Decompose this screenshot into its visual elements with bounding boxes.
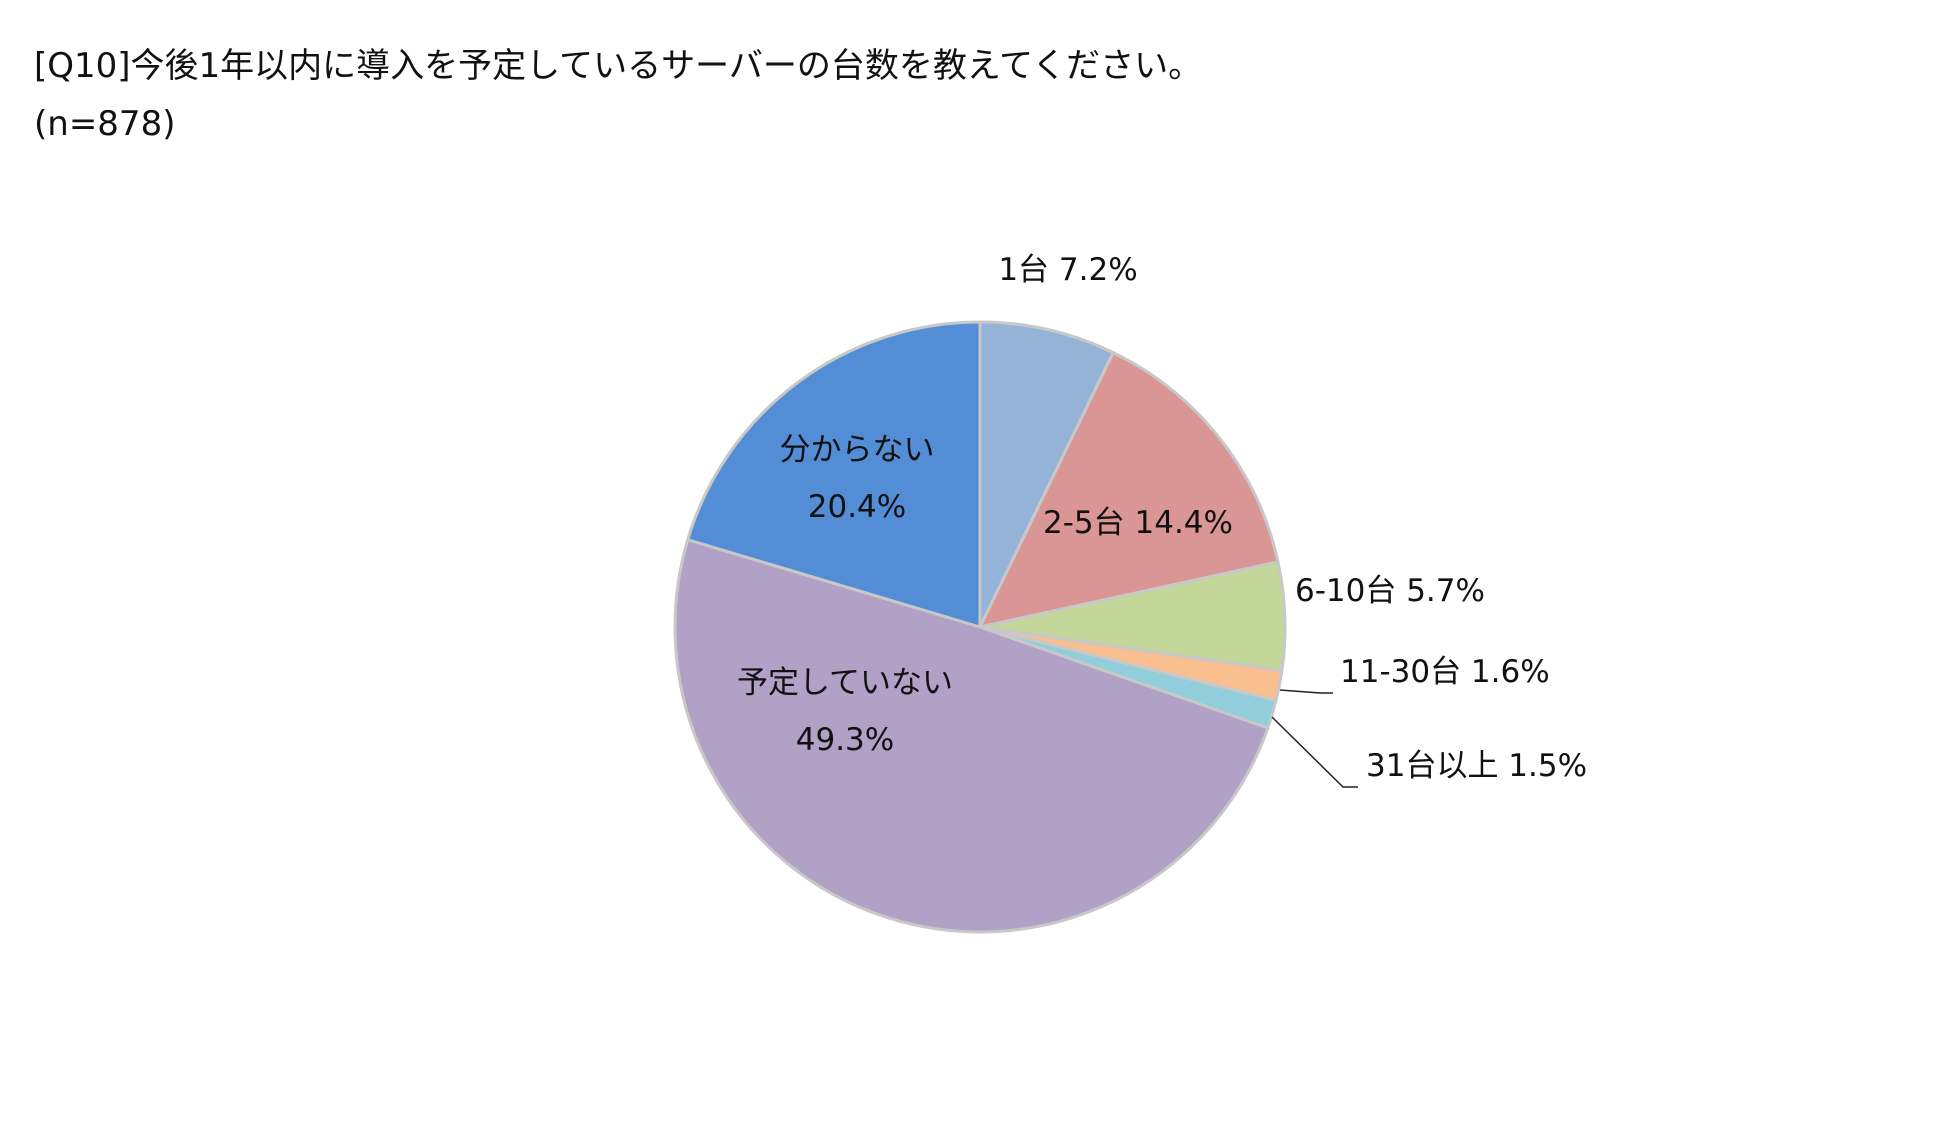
data-label-name-6: 予定していない (737, 665, 953, 701)
data-label-2: 2-5台 14.4% (1043, 505, 1233, 541)
pie-slice-2 (978, 351, 1280, 629)
chart-subtitle: (n=878) (34, 104, 176, 144)
data-label-3: 6-10台 5.7% (1295, 573, 1485, 609)
leader-line-5 (1271, 716, 1358, 788)
pie-slice-1 (978, 320, 1115, 629)
data-label-5: 31台以上 1.5% (1366, 748, 1587, 784)
data-label-4: 11-30台 1.6% (1340, 654, 1550, 690)
data-label-value-7: 20.4% (808, 489, 906, 525)
leader-line-4 (1279, 689, 1333, 694)
data-label-value-6: 49.3% (796, 722, 894, 758)
pie-slice-6 (673, 538, 1270, 934)
data-label-name-7: 分からない (780, 432, 935, 468)
pie-slice-7 (686, 320, 982, 629)
chart-title: [Q10]今後1年以内に導入を予定しているサーバーの台数を教えてください。 (34, 46, 1203, 86)
data-label-1: 1台 7.2% (998, 252, 1137, 288)
